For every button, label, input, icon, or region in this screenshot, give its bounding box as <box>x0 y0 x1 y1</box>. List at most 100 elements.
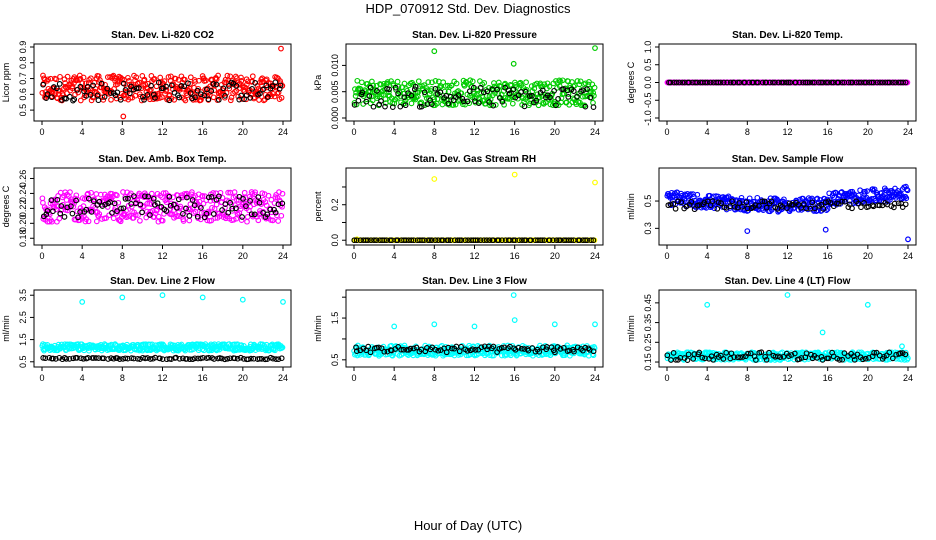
data-point <box>584 237 590 244</box>
data-point <box>582 344 589 351</box>
data-point <box>851 356 858 363</box>
data-point <box>216 193 222 200</box>
x-tick-label: 0 <box>351 251 356 261</box>
x-tick-label: 16 <box>198 127 208 137</box>
data-point <box>192 355 198 362</box>
x-tick-label: 16 <box>510 373 520 383</box>
data-point <box>93 89 100 96</box>
data-point <box>727 79 734 86</box>
data-point <box>755 202 762 209</box>
data-point <box>905 236 911 243</box>
data-point <box>68 203 74 210</box>
data-point <box>770 79 776 86</box>
data-point <box>432 237 439 244</box>
data-point <box>472 237 479 244</box>
data-point <box>109 190 115 197</box>
x-tick-label: 24 <box>903 373 913 383</box>
data-point <box>125 195 131 202</box>
data-point <box>777 354 784 360</box>
data-point <box>381 348 388 355</box>
data-point <box>529 345 536 351</box>
data-point <box>234 355 241 362</box>
data-point <box>126 78 132 84</box>
data-point <box>521 103 528 110</box>
page-title: HDP_070912 Std. Dev. Diagnostics <box>365 1 571 16</box>
data-point <box>186 217 193 224</box>
data-point <box>425 79 432 85</box>
data-point <box>735 79 741 86</box>
data-point <box>70 203 77 210</box>
data-point <box>258 356 265 362</box>
data-point <box>279 203 285 210</box>
data-point <box>226 85 233 92</box>
y-tick-label: 0.0 <box>643 76 653 89</box>
data-point <box>270 355 276 362</box>
data-point <box>891 200 898 207</box>
data-point <box>739 203 745 210</box>
data-point <box>154 200 161 207</box>
data-point <box>180 210 186 217</box>
data-point <box>359 89 366 96</box>
data-point <box>389 104 396 110</box>
data-point <box>144 200 151 207</box>
data-point <box>437 89 444 96</box>
plot-area <box>351 171 598 244</box>
data-point <box>780 353 787 360</box>
data-point <box>720 356 727 362</box>
data-point <box>759 198 766 205</box>
data-point <box>238 92 245 99</box>
data-point <box>809 199 816 206</box>
data-point <box>877 79 883 86</box>
data-point <box>186 356 193 363</box>
data-point <box>686 79 692 86</box>
data-point <box>470 84 477 91</box>
y-tick-label: 3.5 <box>18 289 28 302</box>
data-point <box>247 198 253 204</box>
plot-frame <box>345 167 604 246</box>
data-point <box>494 86 500 93</box>
data-point <box>170 201 177 208</box>
data-point <box>696 202 703 208</box>
data-point <box>237 354 244 361</box>
x-tick-label: 24 <box>903 127 913 137</box>
data-point <box>592 45 598 51</box>
data-point <box>404 347 410 353</box>
data-point <box>825 79 832 86</box>
data-point <box>365 343 372 350</box>
data-point <box>590 90 597 96</box>
data-point <box>552 102 559 109</box>
x-tick-label: 0 <box>39 127 44 137</box>
data-point <box>141 346 147 353</box>
data-point <box>137 217 143 224</box>
data-point <box>240 196 246 202</box>
data-point <box>107 90 114 96</box>
data-point <box>839 79 846 86</box>
data-point <box>498 345 505 351</box>
data-point <box>408 100 415 107</box>
data-point <box>275 356 282 363</box>
data-point <box>565 94 572 100</box>
y-tick-label: 0.45 <box>643 294 653 312</box>
data-point <box>73 197 79 204</box>
data-point <box>410 345 417 352</box>
data-point <box>803 205 810 212</box>
data-point <box>481 237 487 244</box>
data-point <box>90 82 96 89</box>
data-point <box>761 198 768 205</box>
data-point <box>125 74 131 81</box>
data-point <box>244 214 251 220</box>
data-point <box>152 94 158 101</box>
data-point <box>492 102 499 108</box>
data-point <box>432 346 439 353</box>
data-point <box>407 345 414 352</box>
data-point <box>412 83 419 90</box>
plot-area <box>664 292 911 363</box>
data-point <box>849 205 855 212</box>
data-point <box>200 200 207 207</box>
y-axis-label: ml/min <box>1 315 11 342</box>
data-point <box>408 92 415 99</box>
data-point <box>886 349 893 356</box>
x-tick-label: 24 <box>278 251 288 261</box>
data-point <box>220 85 227 92</box>
data-point <box>811 205 818 212</box>
